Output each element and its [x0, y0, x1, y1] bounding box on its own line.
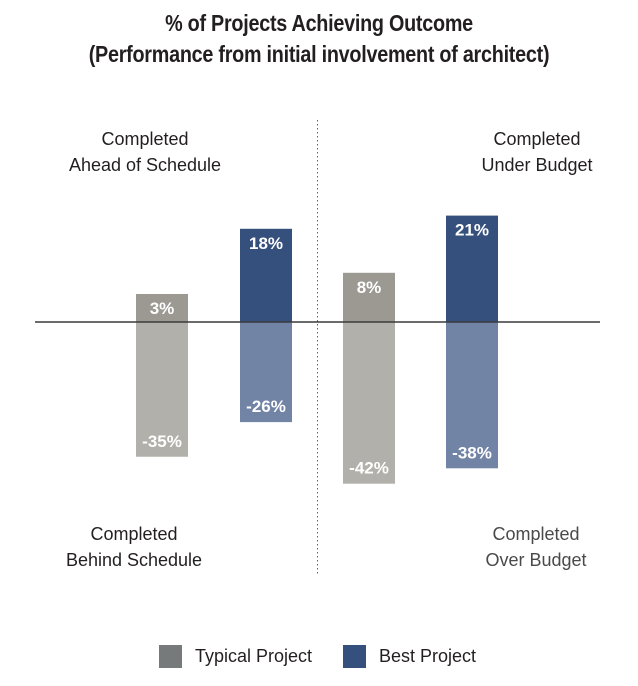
chart-subtitle: (Performance from initial involvement of… [88, 41, 550, 67]
bar-positive-best-project-budget [446, 215, 498, 322]
legend-item-best-project: Best Project [343, 645, 476, 668]
quadrant-label-over-budget: Completed Over Budget [485, 524, 586, 570]
bar-positive-typical-project-budget [343, 272, 395, 322]
data-label-negative: -38% [452, 443, 492, 462]
data-label-positive: 3% [150, 299, 175, 318]
bar-negative-typical-project-schedule [136, 322, 188, 457]
quadrant-label-ahead-of-schedule: Completed Ahead of Schedule [69, 129, 221, 175]
legend-label: Best Project [379, 646, 477, 666]
bar-negative-best-project-schedule [240, 322, 292, 423]
data-label-negative: -42% [349, 459, 389, 478]
data-label-positive: 18% [249, 234, 283, 253]
data-label-positive: 21% [455, 221, 489, 240]
quadrant-label-under-budget: Completed Under Budget [481, 129, 592, 175]
chart-plot: Completed Ahead of Schedule Completed Behin… [35, 120, 600, 576]
legend-label: Typical Project [195, 646, 313, 666]
data-label-negative: -26% [246, 397, 286, 416]
chart-title: % of Projects Achieving Outcome [165, 10, 473, 36]
legend-item-typical-project: Typical Project [159, 645, 312, 668]
data-label-negative: -35% [142, 432, 182, 451]
quadrant-label-behind-schedule: Completed Behind Schedule [66, 524, 202, 570]
bar-positive-typical-project-schedule [136, 294, 188, 322]
bar-negative-typical-project-budget [343, 322, 395, 484]
bar-positive-best-project-schedule [240, 228, 292, 322]
bar-negative-best-project-budget [446, 322, 498, 469]
legend-swatch-best-project [343, 645, 366, 668]
legend-swatch-typical-project [159, 645, 182, 668]
data-label-positive: 8% [357, 278, 382, 297]
legend: Typical Project Best Project [0, 645, 638, 671]
